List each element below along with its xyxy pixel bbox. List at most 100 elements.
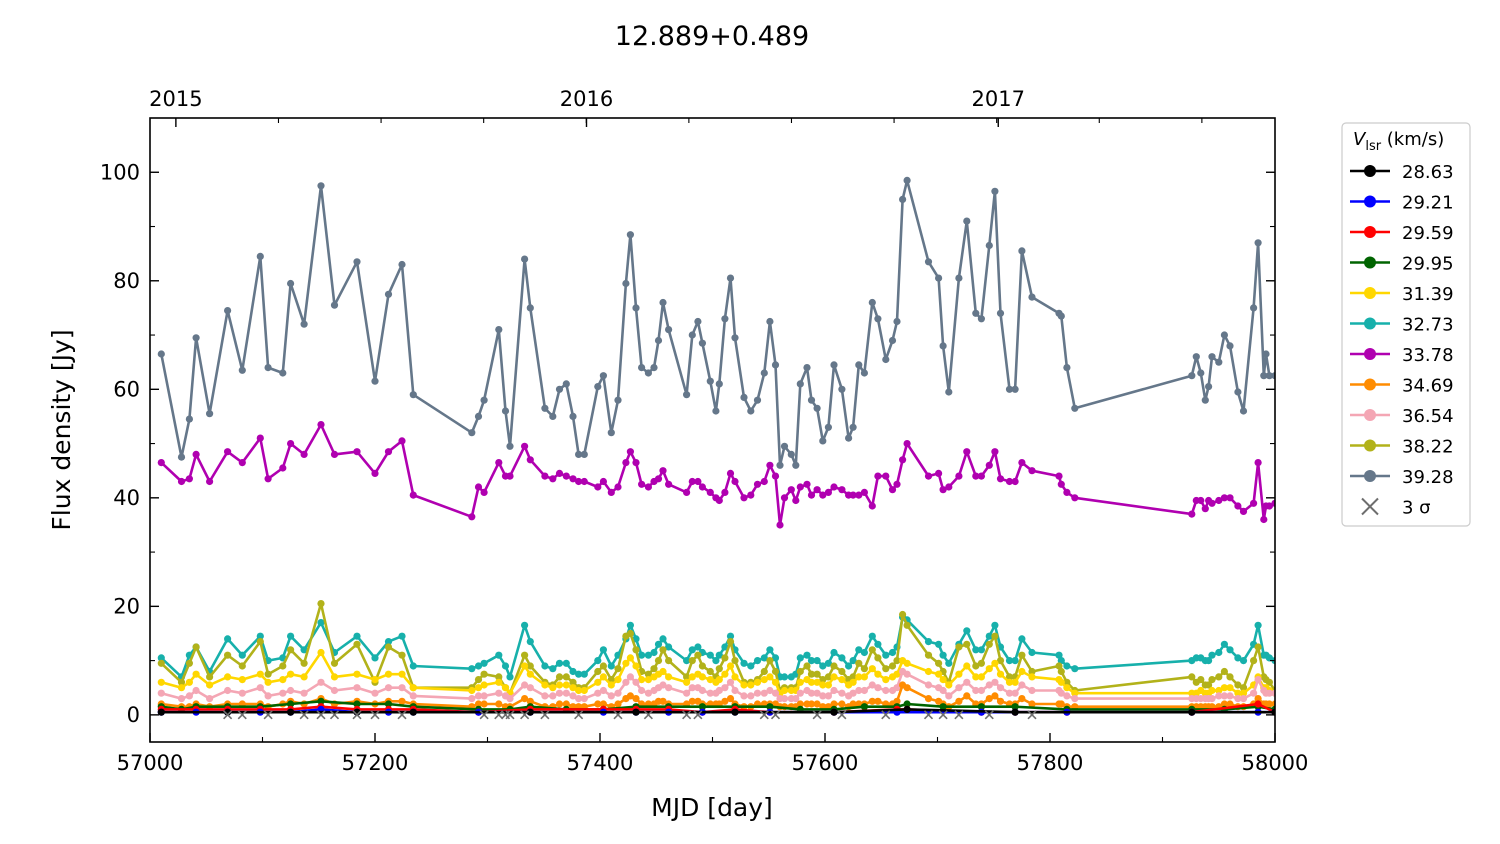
data-point <box>654 336 663 345</box>
data-point <box>384 643 393 651</box>
limit-marker <box>352 710 362 720</box>
data-point <box>766 673 774 681</box>
data-point <box>882 355 890 364</box>
data-point <box>698 703 707 711</box>
data-point <box>860 686 869 695</box>
legend-marker <box>1364 165 1376 177</box>
data-point <box>706 667 714 676</box>
data-point <box>626 231 635 239</box>
data-point <box>594 700 602 708</box>
data-point <box>474 676 483 684</box>
data-point <box>480 700 488 708</box>
data-point <box>1201 396 1209 404</box>
y-tick-label: 20 <box>113 594 140 618</box>
data-point <box>330 450 339 458</box>
data-point <box>1250 304 1258 312</box>
data-point <box>963 627 971 635</box>
data-point <box>1057 689 1065 697</box>
data-point <box>1205 657 1213 665</box>
data-point <box>807 689 816 697</box>
data-point <box>495 651 503 659</box>
data-point <box>726 638 735 646</box>
data-point <box>838 654 846 662</box>
data-point <box>224 635 232 643</box>
data-point <box>665 643 673 651</box>
legend-marker <box>1364 378 1376 391</box>
legend-marker <box>1364 226 1376 238</box>
data-point <box>771 472 780 480</box>
y-tick-label: 100 <box>100 160 140 184</box>
data-point <box>996 684 1005 692</box>
data-point <box>694 651 702 659</box>
data-point <box>760 667 768 676</box>
data-point <box>1220 640 1228 648</box>
data-point <box>353 670 361 678</box>
legend-item-34.69: 34.69 <box>1350 376 1454 397</box>
data-point <box>317 619 325 627</box>
data-point <box>813 670 821 678</box>
data-point <box>256 434 264 442</box>
data-point <box>555 659 564 667</box>
data-point <box>830 662 838 670</box>
data-point <box>594 657 602 665</box>
data-point <box>849 700 857 708</box>
data-point <box>760 654 768 662</box>
data-point <box>893 657 901 665</box>
data-point <box>480 659 488 667</box>
data-point <box>599 372 608 380</box>
data-point <box>924 651 933 659</box>
data-point <box>726 274 735 282</box>
data-point <box>1220 667 1228 676</box>
data-point <box>526 697 534 705</box>
data-point <box>384 684 393 692</box>
data-point <box>715 496 723 505</box>
data-point <box>780 673 789 681</box>
y-axis-label: Flux density [Jy] <box>47 329 76 530</box>
data-point <box>506 673 514 681</box>
data-point <box>955 274 963 282</box>
data-point <box>688 646 696 654</box>
data-point <box>766 317 774 326</box>
data-point <box>468 429 476 437</box>
data-point <box>287 646 295 654</box>
data-point <box>694 477 702 486</box>
data-point <box>398 684 406 692</box>
data-point <box>888 336 897 345</box>
data-point <box>607 488 615 496</box>
data-point <box>985 241 993 250</box>
data-point <box>541 681 549 689</box>
data-point <box>474 692 483 700</box>
x-tick-label: 57400 <box>567 751 634 775</box>
data-point <box>945 659 953 667</box>
data-point <box>830 483 838 491</box>
legend-label: 36.54 <box>1402 406 1454 427</box>
data-point <box>996 697 1005 705</box>
legend-item-38.22: 38.22 <box>1350 437 1454 458</box>
data-point <box>977 659 986 667</box>
legend-item-39.28: 39.28 <box>1350 467 1454 488</box>
data-point <box>903 700 911 708</box>
data-point <box>1055 662 1063 670</box>
data-point <box>1208 686 1216 695</box>
data-point <box>1005 657 1014 665</box>
data-point <box>192 643 200 651</box>
legend-marker <box>1364 195 1376 208</box>
data-point <box>521 442 529 450</box>
data-point <box>599 700 608 708</box>
data-point <box>1265 678 1273 686</box>
legend-label: 29.59 <box>1402 223 1454 244</box>
data-point <box>874 697 882 705</box>
data-point <box>893 670 901 678</box>
data-point <box>1208 651 1216 659</box>
data-point <box>279 464 287 472</box>
data-point <box>614 700 622 708</box>
data-point <box>330 659 339 667</box>
legend-marker <box>1364 439 1376 452</box>
data-point <box>924 667 933 676</box>
data-point <box>506 695 514 703</box>
data-point <box>1063 678 1071 686</box>
data-point <box>300 689 308 697</box>
data-point <box>300 450 308 458</box>
data-point <box>972 686 980 695</box>
limit-stroke <box>505 710 515 720</box>
